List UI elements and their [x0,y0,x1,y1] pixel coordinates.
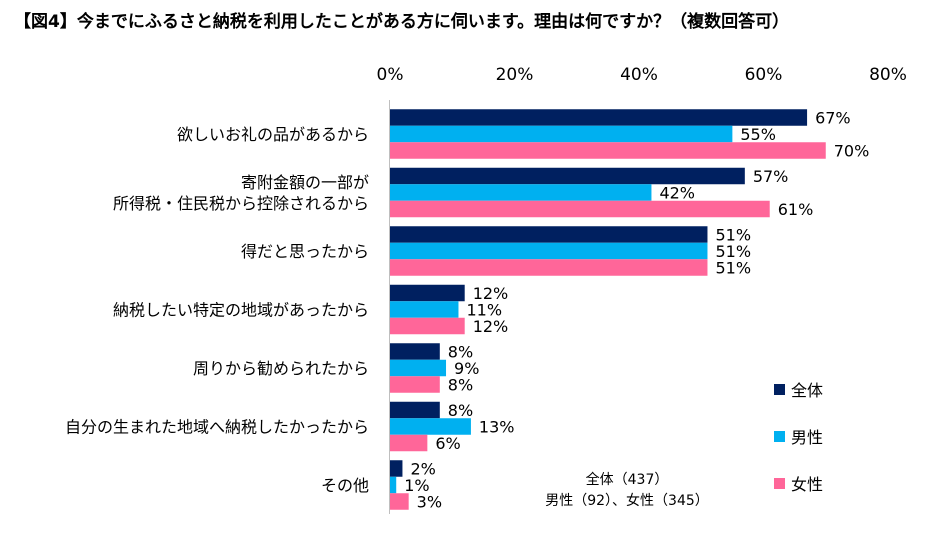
data-label: 67% [815,109,851,128]
category-label: 納税したい特定の地域があったから [113,301,369,320]
category-label: 得だと思ったから [241,242,369,261]
data-label: 8% [448,343,473,362]
x-tick-label: 40% [620,65,658,85]
bar-全体 [390,226,708,243]
category-label: 寄附金額の一部が [241,173,369,192]
x-tick-label: 20% [496,65,534,85]
data-label: 51% [715,242,751,261]
bar-全体 [390,109,808,126]
bar-男性 [390,418,471,435]
x-tick-label: 60% [745,65,783,85]
x-tick-label: 80% [869,65,907,85]
data-label: 2% [410,460,435,479]
chart-title: 【図4】今までにふるさと納税を利用したことがある方に伺います。理由は何ですか？（… [14,11,789,32]
data-label: 9% [454,359,479,378]
data-label: 42% [659,184,695,203]
legend-swatch [774,431,785,442]
data-label: 51% [715,259,751,278]
bar-男性 [390,476,397,494]
data-label: 11% [466,301,502,320]
bar-女性 [390,317,465,335]
legend-label: 全体 [791,381,823,400]
data-label: 1% [404,476,429,495]
legend-swatch [774,384,785,395]
data-label: 8% [448,401,473,420]
bar-男性 [390,301,459,318]
bar-男性 [390,359,447,377]
bar-女性 [390,493,409,510]
data-label: 55% [740,125,776,144]
category-label: 所得税・住民税から控除されるから [113,194,369,213]
bar-男性 [390,184,652,201]
category-label: 自分の生まれた地域へ納税したかったから [65,418,369,437]
bar-全体 [390,284,465,302]
bar-全体 [390,343,440,360]
bars: 67%55%70%57%42%61%51%51%51%12%11%12%8%9%… [390,109,869,512]
legend-label: 女性 [791,475,823,494]
data-label: 8% [448,376,473,395]
category-label: 欲しいお礼の品があるから [177,125,369,144]
bar-男性 [390,125,733,143]
data-label: 70% [834,142,870,161]
data-label: 12% [473,284,509,303]
sample-note-line-1: 全体（437） [586,471,669,488]
data-label: 6% [435,434,460,453]
legend-swatch [774,478,785,489]
bar-全体 [390,401,440,419]
x-axis-ticks: 0% 20% 40% 60% 80% [377,65,907,85]
category-label: その他 [321,476,369,495]
bar-女性 [390,376,440,393]
sample-note-line-2: 男性（92）、女性（345） [545,492,709,509]
data-label: 51% [715,226,751,245]
data-label: 13% [479,418,515,437]
data-label: 61% [778,200,814,219]
bar-男性 [390,242,708,260]
x-tick-label: 0% [377,65,404,85]
category-label: 周りから勧められたから [193,359,369,378]
bar-全体 [390,167,745,185]
category-labels: 欲しいお礼の品があるから寄附金額の一部が所得税・住民税から控除されるから得だと思… [65,125,369,495]
bar-全体 [390,460,403,477]
data-label: 12% [473,317,509,336]
legend-label: 男性 [791,428,823,447]
bar-女性 [390,259,708,276]
data-label: 57% [753,167,789,186]
bar-女性 [390,200,770,218]
bar-女性 [390,434,428,452]
bar-女性 [390,142,826,159]
data-label: 3% [417,493,442,512]
